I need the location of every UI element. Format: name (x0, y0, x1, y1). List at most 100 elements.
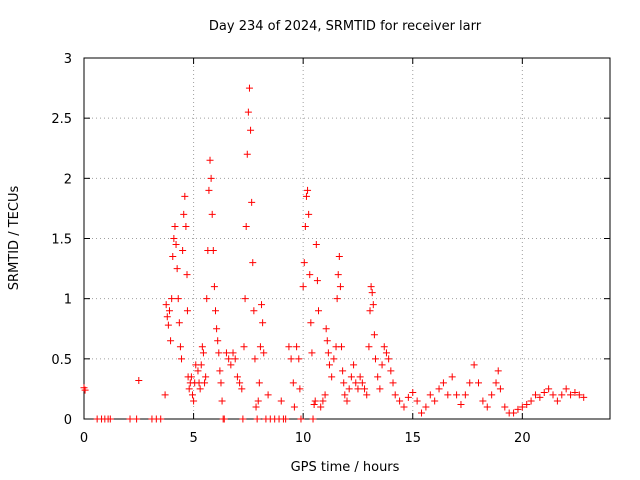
data-point (466, 379, 474, 387)
data-point (172, 241, 180, 249)
data-point (369, 301, 377, 309)
data-point (483, 403, 491, 411)
data-point (282, 415, 290, 423)
data-point (164, 321, 172, 329)
data-point (368, 289, 376, 297)
x-axis-label: GPS time / hours (291, 460, 400, 475)
data-point (135, 376, 143, 384)
data-point (426, 391, 434, 399)
data-point (199, 349, 207, 357)
data-point (400, 403, 408, 411)
data-point (299, 283, 307, 291)
data-point (540, 389, 548, 397)
x-tick-label: 10 (295, 431, 312, 446)
data-point (225, 355, 233, 363)
data-point (178, 355, 186, 363)
data-point (176, 343, 184, 351)
data-point (162, 301, 170, 309)
data-point (492, 379, 500, 387)
data-point (168, 295, 176, 303)
data-point (352, 379, 360, 387)
data-point (252, 403, 260, 411)
y-tick-label: 3 (64, 52, 72, 67)
data-point (256, 343, 264, 351)
data-point (431, 397, 439, 405)
data-point (207, 174, 215, 182)
data-point (295, 355, 303, 363)
data-point (264, 391, 272, 399)
data-point (536, 393, 544, 401)
data-point (255, 379, 263, 387)
data-point (418, 409, 426, 417)
data-point (306, 271, 314, 279)
data-point (188, 391, 196, 399)
data-point (365, 343, 373, 351)
data-point (361, 385, 369, 393)
plot-frame (83, 57, 611, 420)
y-axis: 0 0.5 1 1.5 2 2.5 3 (51, 52, 610, 428)
y-tick-label: 2 (64, 172, 72, 187)
data-point (126, 415, 134, 423)
data-point (190, 397, 198, 405)
data-point (336, 283, 344, 291)
data-point (185, 385, 193, 393)
data-point (309, 415, 317, 423)
data-point (311, 397, 319, 405)
data-point (169, 253, 177, 261)
data-point (308, 349, 316, 357)
data-point (363, 391, 371, 399)
data-point (322, 325, 330, 333)
data-point (253, 415, 261, 423)
data-point (194, 367, 202, 375)
data-point (545, 385, 553, 393)
data-point (496, 385, 504, 393)
data-point (448, 373, 456, 381)
data-point (479, 397, 487, 405)
data-points (80, 84, 588, 423)
data-point (343, 397, 351, 405)
data-point (461, 391, 469, 399)
data-point (444, 391, 452, 399)
data-point (409, 389, 417, 397)
x-tick-label: 5 (189, 431, 197, 446)
data-point (197, 361, 205, 369)
data-point (385, 355, 393, 363)
data-point (222, 349, 230, 357)
data-point (340, 379, 348, 387)
data-point (475, 379, 482, 387)
data-point (165, 307, 173, 315)
data-point (494, 367, 502, 375)
y-tick-label: 1 (64, 293, 72, 308)
data-point (575, 391, 583, 399)
data-point (301, 222, 309, 230)
y-tick-label: 1.5 (51, 233, 72, 248)
data-point (339, 367, 347, 375)
data-point (293, 343, 301, 351)
data-point (310, 401, 318, 409)
x-tick-label: 20 (514, 431, 531, 446)
data-point (312, 241, 320, 249)
data-point (553, 397, 561, 405)
data-point (260, 349, 268, 357)
data-point (241, 295, 249, 303)
data-point (296, 385, 304, 393)
data-point (240, 343, 248, 351)
data-point (187, 373, 195, 381)
data-point (231, 355, 239, 363)
data-point (181, 192, 189, 200)
data-point (254, 397, 262, 405)
data-point (378, 361, 386, 369)
data-point (341, 391, 349, 399)
data-point (209, 247, 217, 255)
data-point (350, 361, 358, 369)
data-point (387, 367, 395, 375)
data-point (249, 259, 257, 267)
data-point (389, 379, 397, 387)
data-point (370, 331, 378, 339)
data-point (305, 210, 313, 218)
data-point (210, 283, 218, 291)
y-tick-label: 0.5 (51, 353, 72, 368)
data-point (287, 355, 295, 363)
data-point (313, 277, 321, 285)
